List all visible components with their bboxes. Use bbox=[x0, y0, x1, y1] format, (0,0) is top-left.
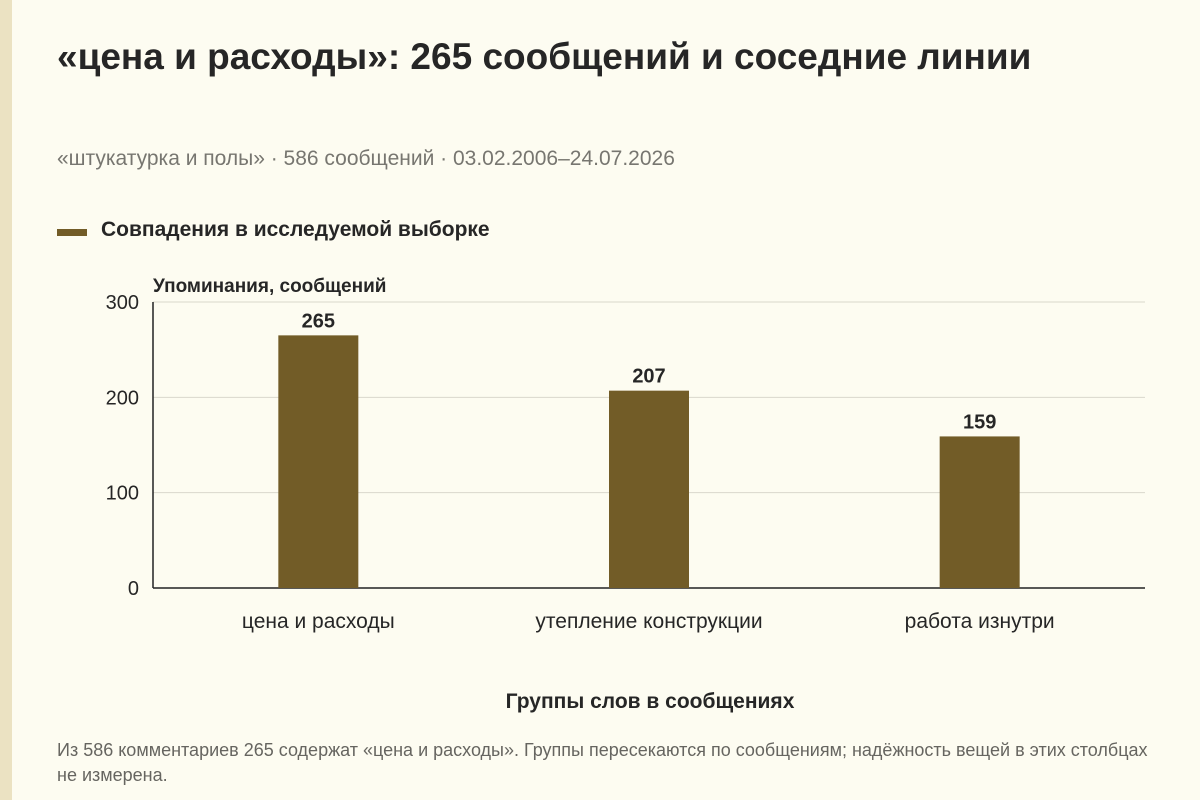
y-tick-label: 100 bbox=[106, 483, 139, 505]
data-label: 265 bbox=[302, 310, 335, 332]
bar bbox=[278, 335, 359, 588]
x-tick-label: цена и расходы bbox=[242, 610, 395, 633]
bar bbox=[939, 436, 1020, 588]
footnote: Из 586 комментариев 265 содержат «цена и… bbox=[57, 740, 1148, 785]
y-tick-label: 300 bbox=[106, 292, 139, 314]
x-tick-label: утепление конструкции bbox=[535, 610, 762, 633]
data-label: 207 bbox=[632, 366, 665, 388]
labels-layer: 0 100 200 300 265 цена и расходы 207 утепление … bbox=[106, 292, 1055, 633]
legend-swatch bbox=[57, 228, 87, 236]
x-tick-label: работа изнутри bbox=[905, 610, 1055, 633]
page-title: «цена и расходы»: 265 сообщений и соседн… bbox=[57, 36, 1032, 77]
chart-legend: Совпадения в исследуемой выборке bbox=[57, 218, 490, 242]
data-label: 159 bbox=[963, 411, 996, 433]
page-subtitle: «штукатурка и полы» · 586 сообщений · 03… bbox=[57, 147, 675, 170]
bar bbox=[609, 390, 689, 588]
legend-label: Совпадения в исследуемой выборке bbox=[101, 218, 490, 241]
left-accent-stripe bbox=[0, 0, 12, 800]
y-tick-label: 200 bbox=[106, 387, 139, 409]
y-axis-label: Упоминания, сообщений bbox=[153, 276, 386, 297]
bars-layer bbox=[278, 335, 1020, 588]
y-tick-label: 0 bbox=[128, 578, 139, 600]
x-axis-label: Группы слов в сообщениях bbox=[506, 690, 795, 713]
